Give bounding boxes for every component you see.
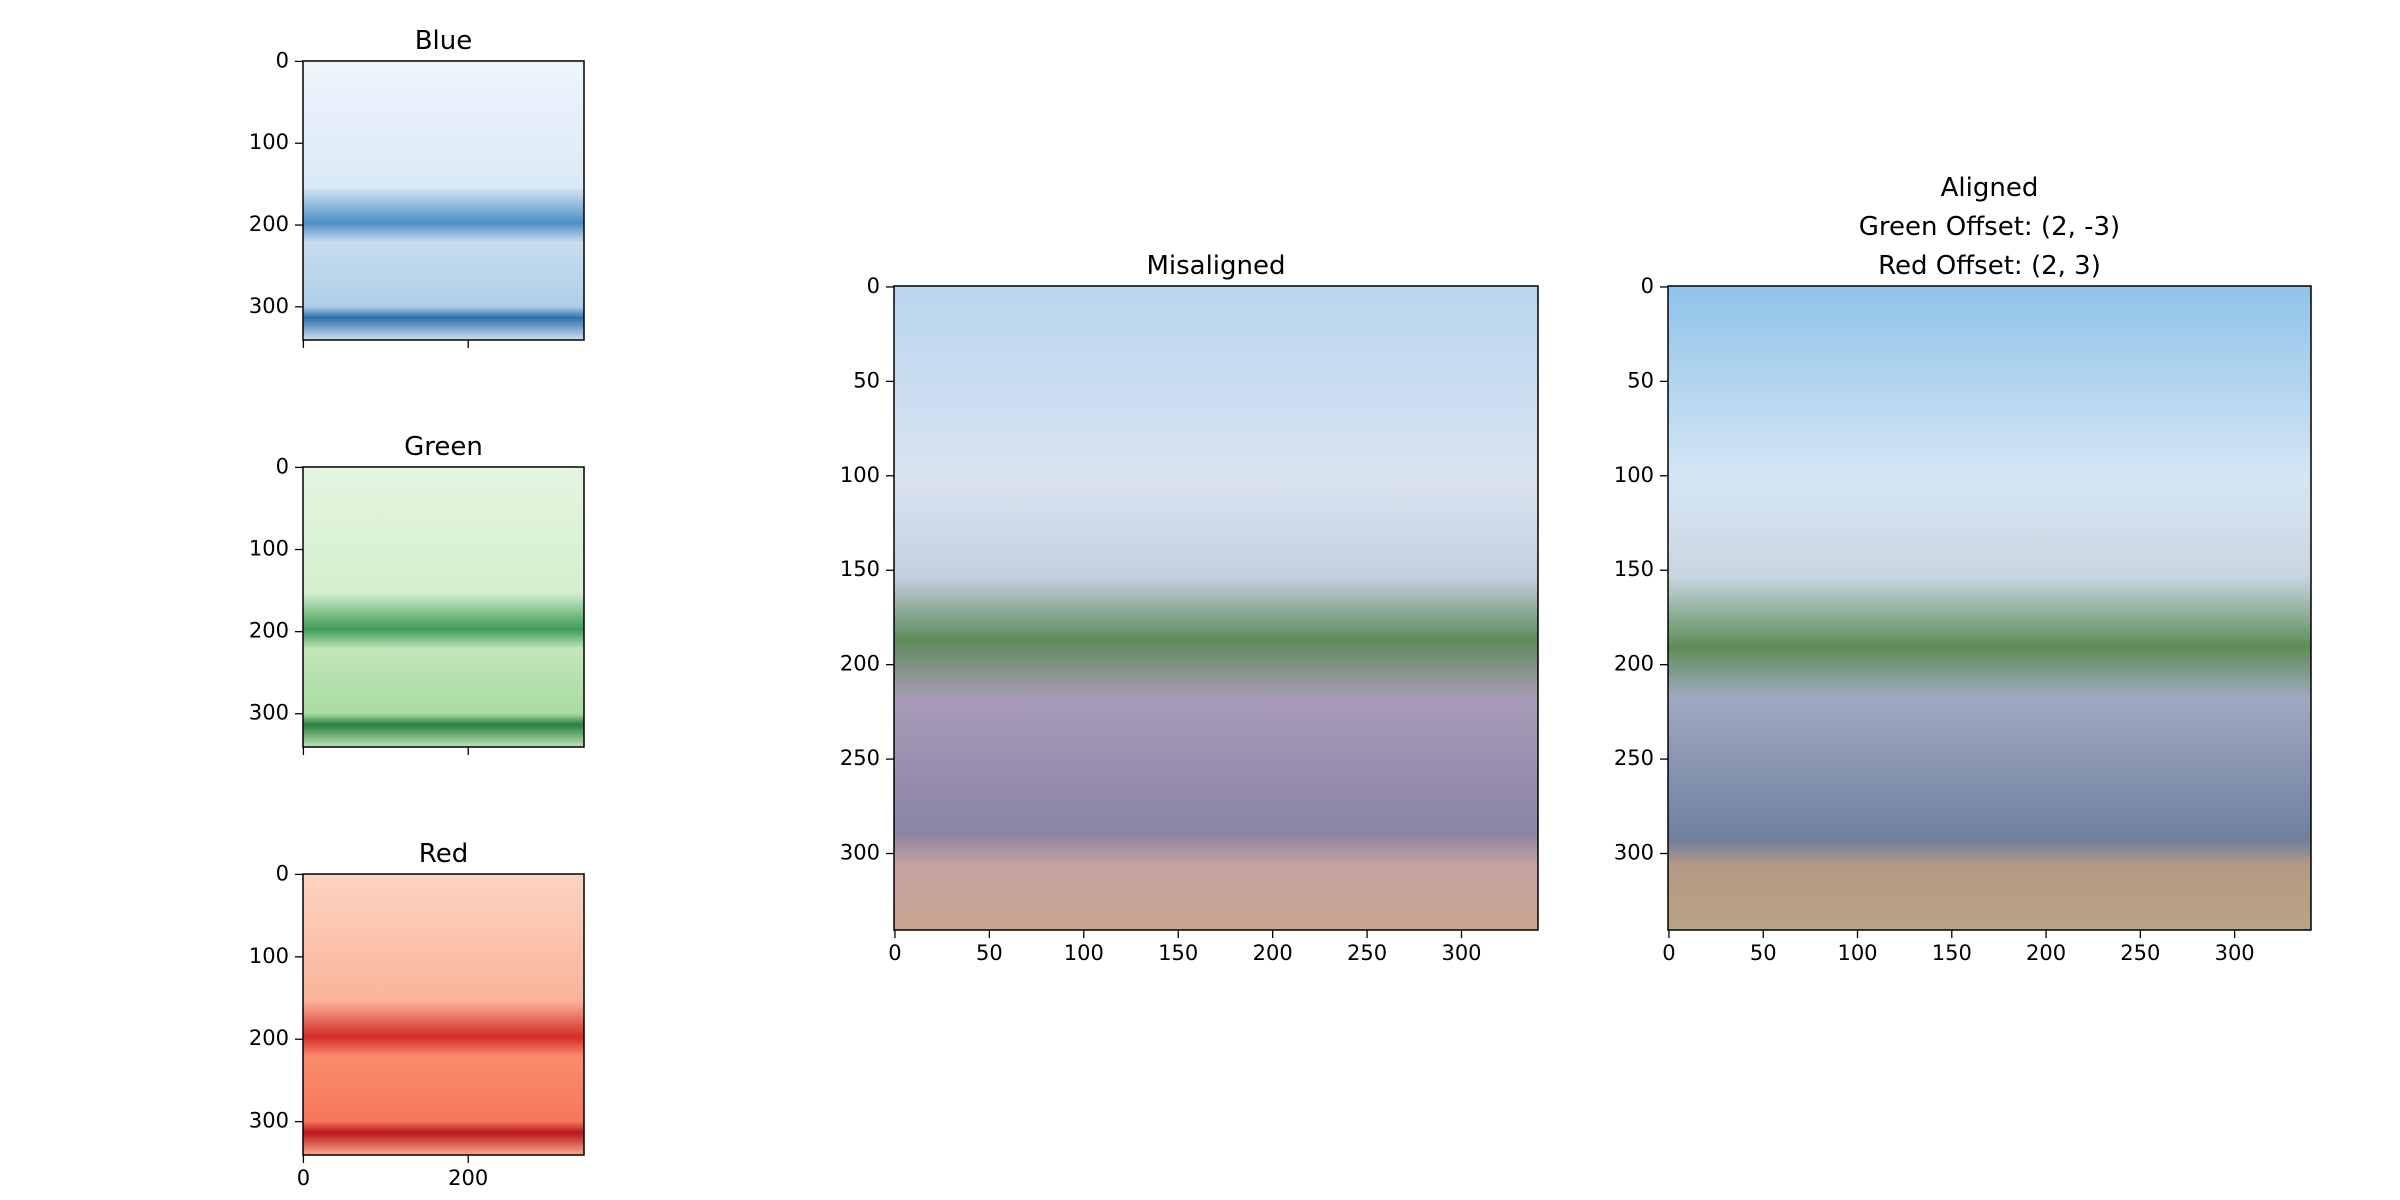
- y-tick-label: 100: [1614, 463, 1654, 487]
- chart-title: Red Offset: (2, 3): [1878, 251, 2101, 281]
- axes-frame: [302, 466, 585, 748]
- x-tick-label: 0: [888, 941, 901, 965]
- y-tick-label: 100: [249, 130, 289, 154]
- chart-title: Green Offset: (2, -3): [1859, 212, 2120, 242]
- chart-title: Misaligned: [1146, 251, 1285, 281]
- y-tick-label: 50: [853, 368, 880, 392]
- x-tick-label: 300: [2215, 941, 2255, 965]
- x-tick-label: 200: [2026, 941, 2066, 965]
- axes-frame: [1667, 285, 2312, 931]
- y-tick-label: 200: [249, 619, 289, 643]
- y-tick-label: 300: [249, 1109, 289, 1133]
- axes-frame: [302, 60, 585, 341]
- image: [303, 467, 584, 747]
- image: [894, 286, 1538, 930]
- y-tick-label: 200: [249, 212, 289, 236]
- chart-title: Aligned: [1941, 173, 2039, 203]
- axes-frame: [302, 873, 585, 1156]
- y-tick-label: 300: [249, 294, 289, 318]
- image: [303, 61, 584, 340]
- y-tick-label: 0: [276, 454, 289, 478]
- x-tick-label: 50: [1750, 941, 1777, 965]
- y-tick-label: 0: [867, 274, 880, 298]
- y-tick-label: 150: [1614, 557, 1654, 581]
- x-tick-label: 100: [1064, 941, 1104, 965]
- axes-frame: [893, 285, 1539, 931]
- image: [1668, 286, 2311, 930]
- image: [303, 874, 584, 1155]
- y-tick-label: 100: [249, 944, 289, 968]
- y-tick-label: 300: [249, 701, 289, 725]
- x-tick-label: 100: [1837, 941, 1877, 965]
- y-tick-label: 0: [276, 861, 289, 885]
- y-tick-label: 0: [276, 48, 289, 72]
- y-tick-label: 200: [249, 1026, 289, 1050]
- chart-title: Green: [404, 432, 483, 462]
- chart-title: Red: [419, 839, 468, 869]
- x-tick-label: 200: [1253, 941, 1293, 965]
- y-tick-label: 300: [1614, 841, 1654, 865]
- x-tick-label: 300: [1441, 941, 1481, 965]
- y-tick-label: 250: [1614, 746, 1654, 770]
- x-tick-label: 0: [297, 1166, 310, 1190]
- y-tick-label: 200: [840, 652, 880, 676]
- x-tick-label: 150: [1932, 941, 1972, 965]
- y-tick-label: 50: [1627, 368, 1654, 392]
- chart-title: Blue: [415, 26, 473, 56]
- y-tick-label: 0: [1641, 274, 1654, 298]
- y-tick-label: 200: [1614, 652, 1654, 676]
- x-tick-label: 50: [976, 941, 1003, 965]
- y-tick-label: 300: [840, 841, 880, 865]
- y-tick-label: 100: [249, 537, 289, 561]
- x-tick-label: 250: [2120, 941, 2160, 965]
- y-tick-label: 250: [840, 746, 880, 770]
- x-tick-label: 200: [448, 1166, 488, 1190]
- x-tick-label: 0: [1662, 941, 1675, 965]
- y-tick-label: 150: [840, 557, 880, 581]
- x-tick-label: 250: [1347, 941, 1387, 965]
- y-tick-label: 100: [840, 463, 880, 487]
- x-tick-label: 150: [1158, 941, 1198, 965]
